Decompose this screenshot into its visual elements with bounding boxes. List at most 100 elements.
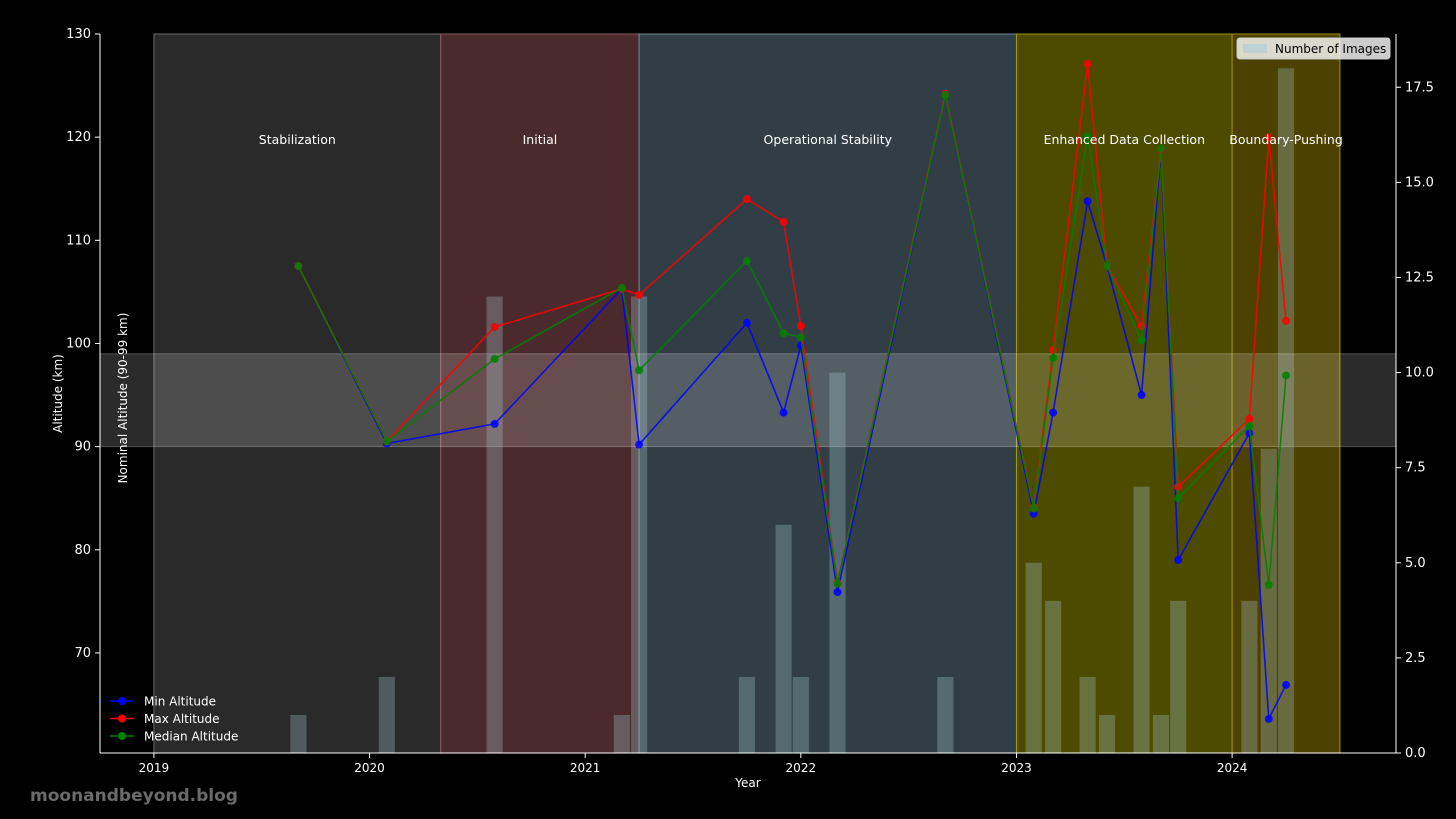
series-point xyxy=(294,262,303,271)
series-point xyxy=(779,408,788,417)
series-point xyxy=(1083,132,1092,141)
series-point xyxy=(490,322,499,331)
y2-tick-label: 0.0 xyxy=(1405,746,1426,761)
nominal-band-label: Nominal Altitude (90-99 km) xyxy=(116,313,130,484)
series-point xyxy=(1083,59,1092,68)
legend-marker xyxy=(118,714,126,723)
series-point xyxy=(1049,408,1058,417)
y2-tick-label: 12.5 xyxy=(1405,270,1434,285)
legend-entry: Min Altitude xyxy=(144,695,216,709)
y-tick-label: 70 xyxy=(74,646,91,661)
y2-tick-label: 7.5 xyxy=(1405,461,1426,476)
image-count-bar xyxy=(1260,448,1277,753)
phase-region-3 xyxy=(1015,33,1233,754)
series-point xyxy=(1282,316,1291,325)
image-count-bar xyxy=(738,676,756,753)
legend-entry: Max Altitude xyxy=(144,712,220,726)
legend: Min Altitude Max Altitude Median Altitude N… xyxy=(110,37,1391,744)
series-point xyxy=(1245,421,1254,430)
x-tick-label: 2022 xyxy=(786,761,817,775)
image-count-bar xyxy=(1241,600,1258,753)
series-point xyxy=(1103,262,1112,271)
phase-labels: Stabilization Initial Operational Stabilit… xyxy=(259,132,1343,147)
series-point xyxy=(1029,504,1038,513)
series-point xyxy=(635,440,644,449)
series-point xyxy=(796,333,805,342)
phase-label: Stabilization xyxy=(259,132,336,147)
series-point xyxy=(742,256,751,265)
legend-entry: Median Altitude xyxy=(144,730,238,744)
phase-region-2 xyxy=(638,33,1017,754)
series-point xyxy=(635,290,644,299)
image-count-bar xyxy=(378,676,395,753)
series-point xyxy=(1137,321,1146,330)
phase-regions xyxy=(153,33,1341,754)
y-tick-label: 120 xyxy=(66,130,91,145)
series-point xyxy=(1137,391,1146,400)
series-point xyxy=(382,437,391,446)
bar-legend-box xyxy=(1236,37,1391,60)
y-tick-label: 100 xyxy=(66,336,91,351)
series-point xyxy=(1049,353,1058,362)
image-count-bar xyxy=(1098,714,1116,753)
image-count-bar xyxy=(1277,68,1295,753)
image-count-bar xyxy=(1025,562,1042,753)
series-point xyxy=(1264,714,1273,723)
series-point xyxy=(1245,414,1254,423)
x-tick-label: 2021 xyxy=(570,761,601,775)
axes: 70 80 90 100 110 120 130 0.0 2.5 5.0 7.5 10.0 12.5 15… xyxy=(51,27,1434,790)
series-point xyxy=(1282,680,1291,689)
phase-region-4 xyxy=(1231,33,1341,754)
x-tick-label: 2020 xyxy=(354,761,385,775)
series-point xyxy=(1245,429,1254,438)
series-point xyxy=(742,195,751,204)
image-count-bar xyxy=(1079,676,1096,753)
image-count-bar xyxy=(1170,600,1187,753)
series-point xyxy=(617,283,626,292)
watermark-text: moonandbeyond.blog xyxy=(30,786,238,806)
image-count-bar xyxy=(290,714,307,753)
y2-tick-label: 2.5 xyxy=(1405,651,1426,666)
phase-label: Initial xyxy=(523,132,558,147)
series-point xyxy=(1083,197,1092,206)
series-point xyxy=(1049,345,1058,354)
nominal-band xyxy=(99,353,1397,448)
series-point xyxy=(833,579,842,588)
phase-region-0 xyxy=(153,33,442,754)
image-count-bar xyxy=(613,714,630,753)
phase-label: Enhanced Data Collection xyxy=(1044,132,1205,147)
x-axis-label: Year xyxy=(734,776,760,790)
series-point xyxy=(635,366,644,375)
bar-legend-label: Number of Images xyxy=(1275,42,1386,56)
series-point xyxy=(779,217,788,226)
phase-label: Operational Stability xyxy=(764,132,893,147)
image-count-bar xyxy=(937,676,954,753)
y2-tick-label: 15.0 xyxy=(1405,175,1434,190)
image-count-bar xyxy=(775,524,792,753)
series-point xyxy=(1137,336,1146,345)
y-axis-label: Altitude (km) xyxy=(51,354,65,433)
phase-region-1 xyxy=(440,33,640,754)
nominal-band-rect xyxy=(99,353,1397,448)
altitude-series xyxy=(294,59,1291,723)
y2-tick-label: 10.0 xyxy=(1405,366,1434,381)
image-count-bar xyxy=(792,676,809,753)
y-tick-label: 130 xyxy=(66,27,91,42)
series-point xyxy=(1282,371,1291,380)
image-count-bar xyxy=(486,296,503,753)
x-tick-label: 2019 xyxy=(139,761,170,775)
x-tick-label: 2024 xyxy=(1217,761,1248,775)
series-point xyxy=(779,329,788,338)
series-point xyxy=(1174,494,1183,503)
series-point xyxy=(1156,144,1165,153)
series-point xyxy=(941,90,950,99)
image-count-bar xyxy=(829,372,846,753)
legend-marker xyxy=(118,732,126,740)
y-tick-label: 110 xyxy=(66,233,91,248)
series-point xyxy=(490,419,499,428)
series-point xyxy=(1264,580,1273,589)
x-tick-label: 2023 xyxy=(1001,761,1032,775)
series-point xyxy=(742,318,751,327)
image-count-bar xyxy=(1133,486,1150,753)
